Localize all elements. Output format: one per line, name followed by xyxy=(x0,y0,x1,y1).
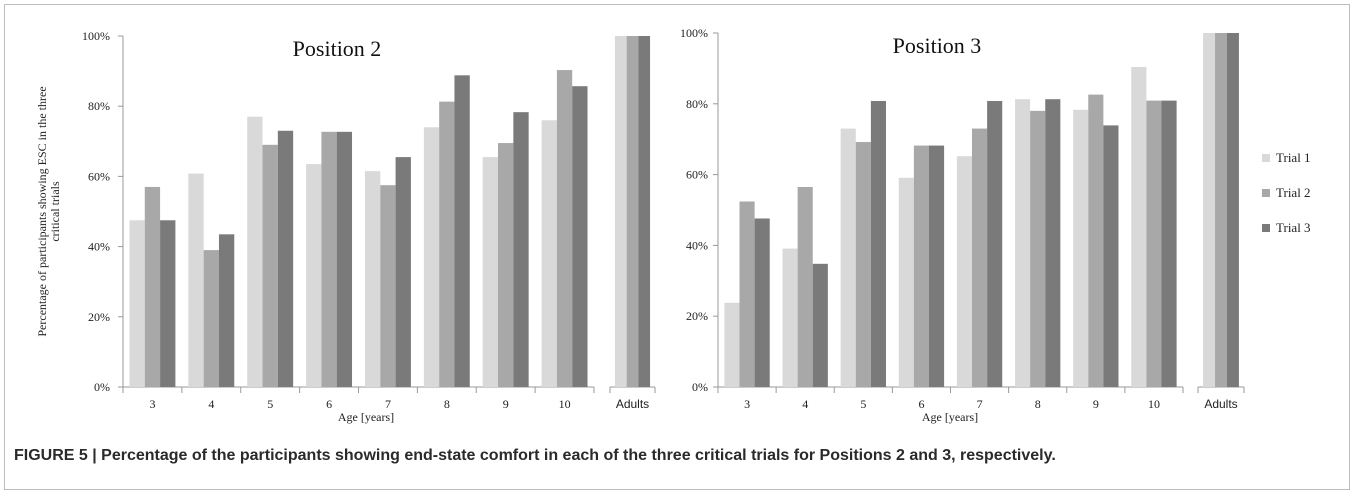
position-2-bar-trial-2 xyxy=(203,250,219,387)
position-2-bar-trial-3 xyxy=(513,112,529,388)
position-2-bar-trial-2 xyxy=(498,143,514,387)
legend-swatch-1 xyxy=(1262,154,1270,162)
position-2-x-tick-label: 4 xyxy=(208,397,214,411)
position-3-bar-trial-1 xyxy=(898,177,914,387)
position-2-bar-trial-1 xyxy=(188,173,204,387)
position-3-bar-trial-2 xyxy=(972,128,988,387)
position-2-chart-title: Position 2 xyxy=(293,36,382,61)
position-3-x-tick-label: 10 xyxy=(1148,397,1160,411)
position-3-bar-trial-1 xyxy=(1073,109,1089,388)
position-3-x-axis-title: Age [years] xyxy=(922,410,978,424)
position-3-bar-trial-3 xyxy=(1161,100,1177,387)
position-2-x-tick-label: Adults xyxy=(616,397,649,411)
position-3-bar-trial-3 xyxy=(870,100,886,387)
figure-frame xyxy=(4,4,1350,490)
position-3-x-tick-label: 9 xyxy=(1093,397,1099,411)
position-2-y-axis-title: Percentage of participants showing ESC i… xyxy=(35,86,62,336)
position-3-bar-trial-3 xyxy=(987,100,1003,387)
position-2-bar-trial-1 xyxy=(482,157,499,387)
position-2-bar-trial-1 xyxy=(129,220,145,387)
position-2-y-tick-label: 60% xyxy=(88,169,110,183)
position-3-bar-trial-2 xyxy=(855,142,871,387)
position-2-x-tick-label: 9 xyxy=(503,397,509,411)
position-3-bar-trial-1 xyxy=(724,302,740,387)
position-3-bar-trial-3 xyxy=(1226,33,1239,387)
position-3-y-tick-label: 40% xyxy=(686,238,708,252)
position-3-x-tick-label: 8 xyxy=(1035,397,1041,411)
position-2-x-axis-title: Age [years] xyxy=(338,410,394,424)
position-3-bar-trial-2 xyxy=(739,201,755,387)
legend-label-3: Trial 3 xyxy=(1276,220,1311,235)
position-2-x-tick-label: 7 xyxy=(385,397,391,411)
position-3-bar-trial-2 xyxy=(1030,110,1046,387)
position-2-bar-trial-1 xyxy=(614,36,627,387)
position-2-y-tick-label: 100% xyxy=(82,29,110,43)
position-3-bar-trial-2 xyxy=(913,145,929,387)
legend-swatch-2 xyxy=(1262,189,1270,197)
position-3-bar-trial-2 xyxy=(1088,94,1104,387)
position-3-bar-trial-3 xyxy=(812,263,828,387)
position-3-y-tick-label: 100% xyxy=(680,26,708,40)
position-2-bar-trial-3 xyxy=(395,157,411,387)
position-3-y-tick-label: 60% xyxy=(686,168,708,182)
position-3-bar-trial-3 xyxy=(928,145,945,387)
legend-swatch-3 xyxy=(1262,224,1270,232)
position-3-bar-trial-2 xyxy=(1215,33,1227,387)
position-2-x-tick-label: 3 xyxy=(149,397,155,411)
position-2-bar-trial-2 xyxy=(144,186,161,387)
position-2-bar-trial-2 xyxy=(439,101,455,388)
figure-caption: FIGURE 5 | Percentage of the participant… xyxy=(14,447,1056,464)
position-2-x-tick-label: 6 xyxy=(326,397,332,411)
position-3-y-tick-label: 0% xyxy=(692,380,708,394)
position-3-bar-trial-2 xyxy=(1146,100,1162,387)
position-3-y-tick-label: 80% xyxy=(686,97,708,111)
position-2-bar-trial-2 xyxy=(626,36,639,387)
position-2-bar-trial-2 xyxy=(556,70,573,387)
position-2-y-tick-label: 40% xyxy=(88,240,110,254)
position-2-bar-trial-1 xyxy=(247,116,263,387)
position-2-bar-trial-1 xyxy=(306,164,322,387)
position-2-x-tick-label: 5 xyxy=(267,397,273,411)
position-3-x-tick-label: 6 xyxy=(918,397,924,411)
position-2-bar-trial-3 xyxy=(160,220,176,387)
position-3-x-tick-label: 4 xyxy=(802,397,808,411)
position-2-y-tick-label: 80% xyxy=(88,99,110,113)
position-3-bar-trial-1 xyxy=(1015,99,1031,387)
position-3-y-tick-label: 20% xyxy=(686,309,708,323)
position-2-x-tick-label: 10 xyxy=(559,397,571,411)
position-2-y-tick-label: 0% xyxy=(94,380,110,394)
position-3-chart-title: Position 3 xyxy=(893,33,982,58)
position-2-bar-trial-3 xyxy=(218,234,235,387)
position-3-bar-trial-1 xyxy=(956,156,973,387)
position-2-bar-trial-2 xyxy=(321,131,337,387)
position-2-bar-trial-2 xyxy=(380,185,396,387)
position-2-bar-trial-1 xyxy=(541,120,557,388)
position-3-x-tick-label: 5 xyxy=(860,397,866,411)
position-2-bar-trial-3 xyxy=(336,131,353,387)
position-2-bar-trial-3 xyxy=(638,36,651,387)
position-2-x-tick-label: 8 xyxy=(444,397,450,411)
position-3-bar-trial-1 xyxy=(1131,66,1147,387)
position-2-bar-trial-2 xyxy=(262,144,278,387)
position-2-bar-trial-3 xyxy=(454,75,470,387)
position-2-bar-trial-3 xyxy=(277,130,294,387)
position-2-bar-trial-1 xyxy=(423,127,440,387)
position-3-x-tick-label: 7 xyxy=(977,397,983,411)
position-3-x-tick-label: Adults xyxy=(1204,397,1237,411)
position-3-bar-trial-3 xyxy=(1045,99,1061,387)
position-3-bar-trial-1 xyxy=(1203,33,1216,387)
legend-label-2: Trial 2 xyxy=(1276,185,1311,200)
position-2-bar-trial-1 xyxy=(364,171,381,387)
position-2-bar-trial-3 xyxy=(572,86,588,388)
position-3-bar-trial-2 xyxy=(797,186,813,387)
position-3-x-tick-label: 3 xyxy=(744,397,750,411)
position-3-bar-trial-1 xyxy=(782,248,798,387)
position-3-bar-trial-1 xyxy=(840,128,856,387)
position-3-bar-trial-3 xyxy=(754,218,770,387)
legend-label-1: Trial 1 xyxy=(1276,150,1311,165)
position-2-y-tick-label: 20% xyxy=(88,310,110,324)
position-3-bar-trial-3 xyxy=(1103,125,1119,388)
